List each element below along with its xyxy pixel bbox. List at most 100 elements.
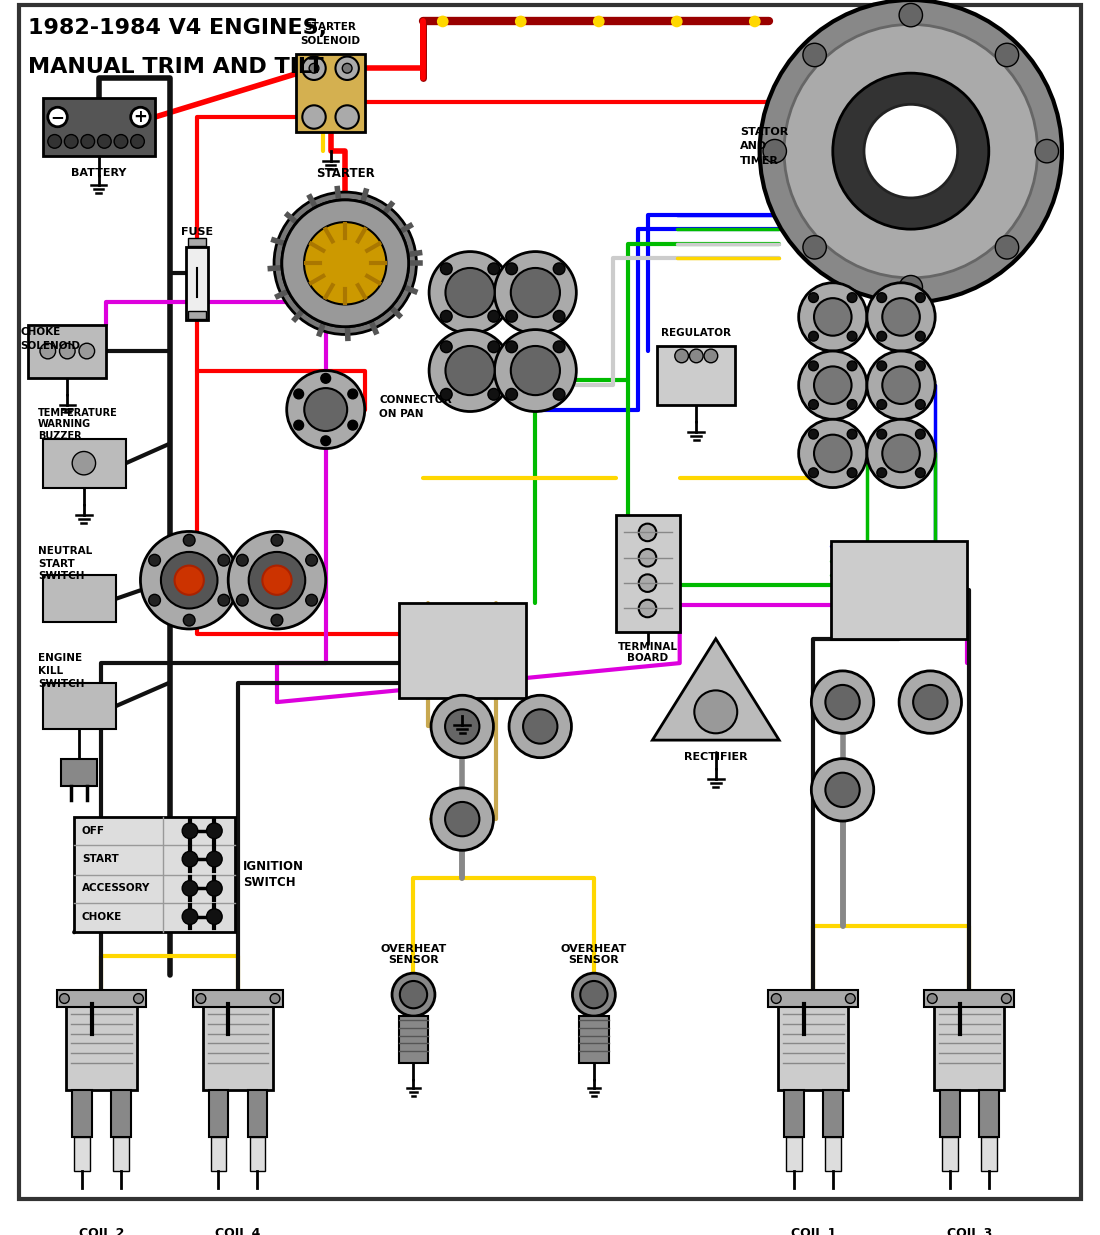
Circle shape bbox=[808, 293, 818, 303]
Text: CONNECTOR: CONNECTOR bbox=[379, 395, 452, 405]
Circle shape bbox=[867, 283, 935, 351]
Circle shape bbox=[207, 909, 222, 925]
Text: COIL 3: COIL 3 bbox=[947, 1226, 992, 1235]
Text: SWITCH: SWITCH bbox=[243, 876, 296, 889]
Bar bbox=[778, 1004, 848, 1091]
Circle shape bbox=[803, 43, 826, 67]
Text: STATOR: STATOR bbox=[740, 127, 789, 137]
Circle shape bbox=[1001, 994, 1011, 1003]
Circle shape bbox=[808, 361, 818, 370]
Circle shape bbox=[882, 298, 920, 336]
Circle shape bbox=[218, 594, 230, 606]
Circle shape bbox=[431, 788, 494, 851]
Circle shape bbox=[799, 420, 867, 488]
Circle shape bbox=[161, 552, 218, 609]
Circle shape bbox=[196, 994, 206, 1003]
Circle shape bbox=[808, 430, 818, 438]
Circle shape bbox=[494, 252, 576, 333]
Circle shape bbox=[183, 881, 198, 897]
Bar bbox=[399, 603, 526, 698]
Bar bbox=[43, 98, 155, 156]
Text: NEUTRAL: NEUTRAL bbox=[39, 546, 92, 556]
Circle shape bbox=[446, 346, 495, 395]
Text: MANUAL TRIM AND TILT: MANUAL TRIM AND TILT bbox=[29, 57, 323, 77]
Circle shape bbox=[294, 389, 304, 399]
Text: START: START bbox=[81, 855, 119, 864]
Circle shape bbox=[236, 555, 249, 566]
Circle shape bbox=[915, 293, 925, 303]
Circle shape bbox=[488, 263, 499, 274]
Circle shape bbox=[429, 330, 512, 411]
Text: OFF: OFF bbox=[81, 826, 104, 836]
Bar bbox=[43, 683, 117, 730]
Circle shape bbox=[833, 73, 989, 230]
Circle shape bbox=[488, 310, 499, 322]
Circle shape bbox=[553, 389, 565, 400]
Circle shape bbox=[175, 566, 204, 595]
Text: SWITCH: SWITCH bbox=[39, 679, 85, 689]
Text: SOLENOID: SOLENOID bbox=[21, 341, 80, 351]
Circle shape bbox=[882, 367, 920, 404]
Text: ON PAN: ON PAN bbox=[379, 410, 424, 420]
Text: FUSE: FUSE bbox=[180, 227, 213, 237]
Circle shape bbox=[148, 555, 161, 566]
Circle shape bbox=[515, 16, 527, 27]
Bar bbox=[43, 576, 117, 622]
Bar bbox=[188, 311, 206, 319]
Circle shape bbox=[437, 16, 449, 27]
Bar bbox=[297, 53, 365, 132]
Bar bbox=[29, 325, 107, 378]
Circle shape bbox=[674, 350, 689, 363]
Bar bbox=[194, 989, 283, 1008]
Circle shape bbox=[639, 574, 657, 592]
Circle shape bbox=[825, 773, 860, 806]
Text: WARNING: WARNING bbox=[39, 420, 91, 430]
Circle shape bbox=[877, 293, 887, 303]
Circle shape bbox=[553, 341, 565, 353]
Circle shape bbox=[336, 105, 359, 128]
Bar bbox=[73, 1091, 91, 1137]
Circle shape bbox=[47, 135, 62, 148]
Circle shape bbox=[429, 252, 512, 333]
Circle shape bbox=[282, 200, 408, 327]
Bar bbox=[248, 1091, 267, 1137]
Circle shape bbox=[812, 671, 873, 734]
Circle shape bbox=[915, 430, 925, 438]
Circle shape bbox=[847, 400, 857, 409]
Circle shape bbox=[877, 400, 887, 409]
Circle shape bbox=[671, 16, 683, 27]
Circle shape bbox=[431, 695, 494, 758]
Circle shape bbox=[510, 346, 560, 395]
Circle shape bbox=[81, 135, 95, 148]
Text: BOARD: BOARD bbox=[627, 653, 668, 663]
Circle shape bbox=[446, 802, 480, 836]
Circle shape bbox=[271, 614, 283, 626]
Text: TERMINAL: TERMINAL bbox=[617, 642, 678, 652]
Bar bbox=[250, 1137, 265, 1171]
Circle shape bbox=[867, 420, 935, 488]
Circle shape bbox=[803, 236, 826, 259]
Bar bbox=[188, 238, 206, 246]
Text: IGNITION: IGNITION bbox=[243, 861, 304, 873]
Circle shape bbox=[553, 263, 565, 274]
Text: REGULATOR: REGULATOR bbox=[661, 329, 732, 338]
Circle shape bbox=[47, 107, 67, 127]
Circle shape bbox=[440, 310, 452, 322]
Bar bbox=[940, 1091, 959, 1137]
Circle shape bbox=[321, 436, 331, 446]
Circle shape bbox=[184, 614, 195, 626]
Circle shape bbox=[882, 435, 920, 472]
Bar bbox=[981, 1137, 997, 1171]
Bar bbox=[934, 1004, 1004, 1091]
Circle shape bbox=[784, 25, 1037, 278]
Circle shape bbox=[864, 104, 958, 198]
Circle shape bbox=[59, 994, 69, 1003]
Circle shape bbox=[899, 275, 923, 299]
Circle shape bbox=[59, 343, 75, 359]
Circle shape bbox=[913, 685, 947, 719]
Circle shape bbox=[207, 881, 222, 897]
Circle shape bbox=[228, 531, 326, 629]
Circle shape bbox=[506, 263, 517, 274]
Circle shape bbox=[996, 43, 1019, 67]
Bar bbox=[113, 1137, 129, 1171]
